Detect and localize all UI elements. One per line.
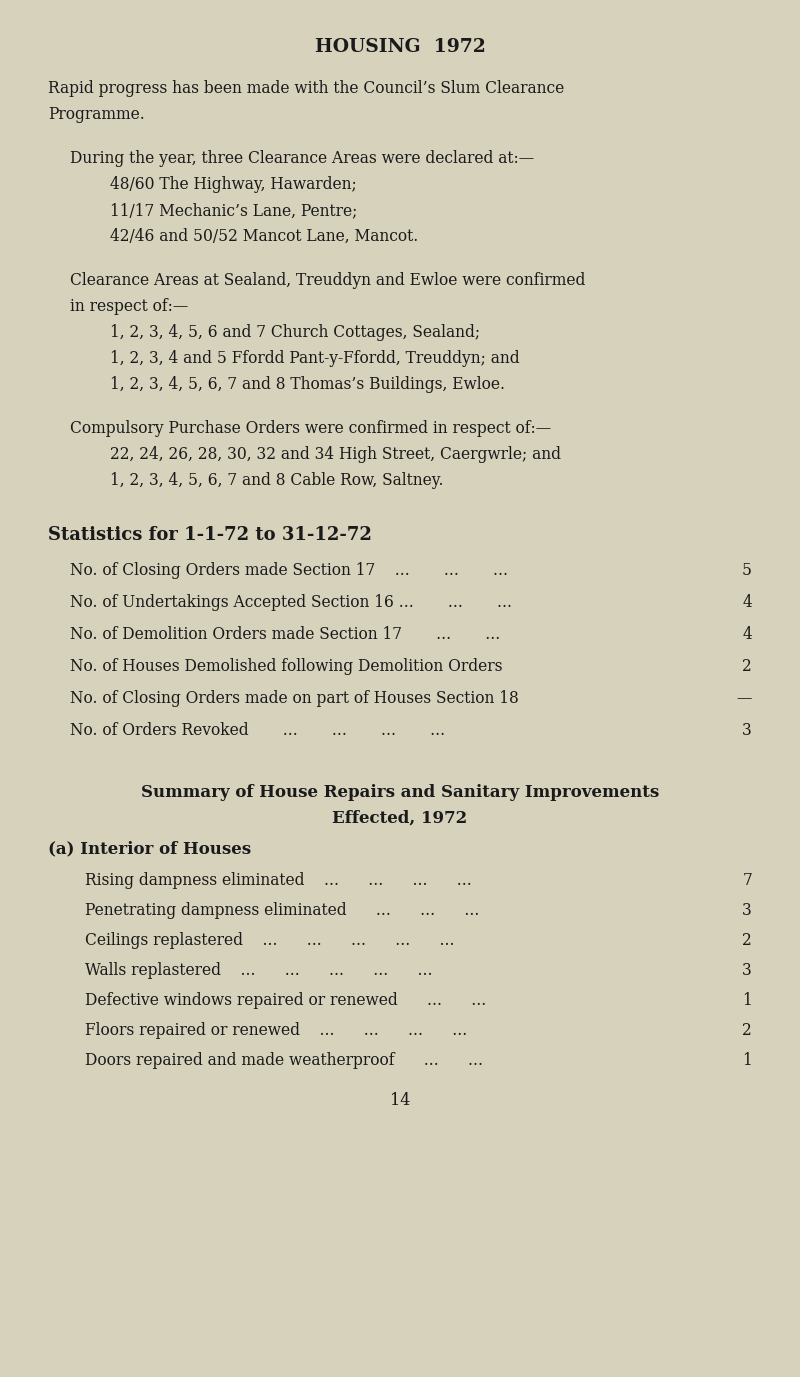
Text: 22, 24, 26, 28, 30, 32 and 34 High Street, Caergwrle; and: 22, 24, 26, 28, 30, 32 and 34 High Stree… [110, 446, 561, 463]
Text: Doors repaired and made weatherproof      ...      ...: Doors repaired and made weatherproof ...… [85, 1052, 483, 1069]
Text: 3: 3 [742, 963, 752, 979]
Text: 7: 7 [742, 872, 752, 890]
Text: No. of Demolition Orders made Section 17       ...       ...: No. of Demolition Orders made Section 17… [70, 627, 500, 643]
Text: (a) Interior of Houses: (a) Interior of Houses [48, 840, 251, 856]
Text: Rising dampness eliminated    ...      ...      ...      ...: Rising dampness eliminated ... ... ... .… [85, 872, 472, 890]
Text: No. of Undertakings Accepted Section 16 ...       ...       ...: No. of Undertakings Accepted Section 16 … [70, 593, 512, 611]
Text: 42/46 and 50/52 Mancot Lane, Mancot.: 42/46 and 50/52 Mancot Lane, Mancot. [110, 229, 418, 245]
Text: 1, 2, 3, 4, 5, 6 and 7 Church Cottages, Sealand;: 1, 2, 3, 4, 5, 6 and 7 Church Cottages, … [110, 324, 480, 341]
Text: 2: 2 [742, 1022, 752, 1040]
Text: No. of Houses Demolished following Demolition Orders: No. of Houses Demolished following Demol… [70, 658, 502, 675]
Text: Effected, 1972: Effected, 1972 [332, 810, 468, 828]
Text: —: — [737, 690, 752, 706]
Text: No. of Closing Orders made on part of Houses Section 18: No. of Closing Orders made on part of Ho… [70, 690, 518, 706]
Text: Penetrating dampness eliminated      ...      ...      ...: Penetrating dampness eliminated ... ... … [85, 902, 479, 918]
Text: 48/60 The Highway, Hawarden;: 48/60 The Highway, Hawarden; [110, 176, 357, 193]
Text: No. of Orders Revoked       ...       ...       ...       ...: No. of Orders Revoked ... ... ... ... [70, 722, 445, 739]
Text: 1: 1 [742, 1052, 752, 1069]
Text: 1: 1 [742, 991, 752, 1009]
Text: 14: 14 [390, 1092, 410, 1108]
Text: Defective windows repaired or renewed      ...      ...: Defective windows repaired or renewed ..… [85, 991, 486, 1009]
Text: 3: 3 [742, 902, 752, 918]
Text: Programme.: Programme. [48, 106, 145, 123]
Text: Summary of House Repairs and Sanitary Improvements: Summary of House Repairs and Sanitary Im… [141, 784, 659, 801]
Text: During the year, three Clearance Areas were declared at:—: During the year, three Clearance Areas w… [70, 150, 534, 167]
Text: 3: 3 [742, 722, 752, 739]
Text: 1, 2, 3, 4, 5, 6, 7 and 8 Thomas’s Buildings, Ewloe.: 1, 2, 3, 4, 5, 6, 7 and 8 Thomas’s Build… [110, 376, 505, 392]
Text: 5: 5 [742, 562, 752, 578]
Text: 1, 2, 3, 4, 5, 6, 7 and 8 Cable Row, Saltney.: 1, 2, 3, 4, 5, 6, 7 and 8 Cable Row, Sal… [110, 472, 443, 489]
Text: Compulsory Purchase Orders were confirmed in respect of:—: Compulsory Purchase Orders were confirme… [70, 420, 551, 437]
Text: Clearance Areas at Sealand, Treuddyn and Ewloe were confirmed: Clearance Areas at Sealand, Treuddyn and… [70, 273, 586, 289]
Text: 4: 4 [742, 593, 752, 611]
Text: Floors repaired or renewed    ...      ...      ...      ...: Floors repaired or renewed ... ... ... .… [85, 1022, 467, 1040]
Text: 2: 2 [742, 932, 752, 949]
Text: No. of Closing Orders made Section 17    ...       ...       ...: No. of Closing Orders made Section 17 ..… [70, 562, 508, 578]
Text: in respect of:—: in respect of:— [70, 297, 188, 315]
Text: HOUSING  1972: HOUSING 1972 [314, 39, 486, 56]
Text: 11/17 Mechanic’s Lane, Pentre;: 11/17 Mechanic’s Lane, Pentre; [110, 202, 358, 219]
Text: Ceilings replastered    ...      ...      ...      ...      ...: Ceilings replastered ... ... ... ... ... [85, 932, 454, 949]
Text: Walls replastered    ...      ...      ...      ...      ...: Walls replastered ... ... ... ... ... [85, 963, 433, 979]
Text: 4: 4 [742, 627, 752, 643]
Text: Statistics for 1-1-72 to 31-12-72: Statistics for 1-1-72 to 31-12-72 [48, 526, 372, 544]
Text: 2: 2 [742, 658, 752, 675]
Text: 1, 2, 3, 4 and 5 Ffordd Pant-y-Ffordd, Treuddyn; and: 1, 2, 3, 4 and 5 Ffordd Pant-y-Ffordd, T… [110, 350, 520, 368]
Text: Rapid progress has been made with the Council’s Slum Clearance: Rapid progress has been made with the Co… [48, 80, 564, 96]
